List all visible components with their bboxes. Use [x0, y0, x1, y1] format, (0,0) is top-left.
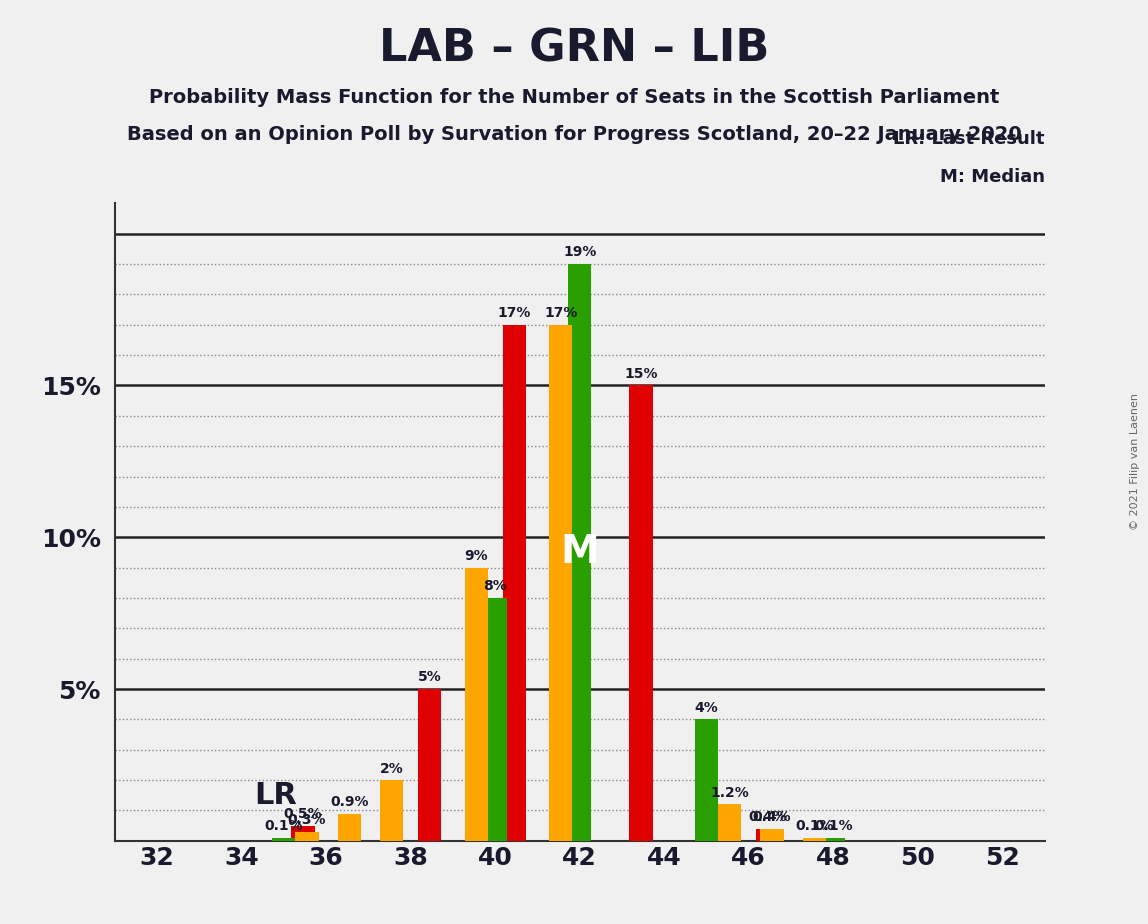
- Bar: [568, 264, 591, 841]
- Text: Probability Mass Function for the Number of Seats in the Scottish Parliament: Probability Mass Function for the Number…: [149, 88, 999, 107]
- Text: LAB – GRN – LIB: LAB – GRN – LIB: [379, 28, 769, 71]
- Bar: [272, 838, 295, 841]
- Text: LR: Last Result: LR: Last Result: [893, 130, 1045, 148]
- Text: M: Median: M: Median: [940, 168, 1045, 187]
- Text: 19%: 19%: [563, 246, 597, 260]
- Text: 0.5%: 0.5%: [284, 807, 323, 821]
- Text: 0.4%: 0.4%: [748, 810, 788, 824]
- Bar: [380, 780, 403, 841]
- Bar: [629, 385, 653, 841]
- Text: 0.3%: 0.3%: [288, 813, 326, 827]
- Text: 17%: 17%: [544, 306, 577, 321]
- Bar: [719, 805, 742, 841]
- Text: 9%: 9%: [465, 549, 488, 563]
- Bar: [418, 689, 441, 841]
- Bar: [465, 567, 488, 841]
- Text: 1.2%: 1.2%: [711, 785, 750, 800]
- Text: 0.1%: 0.1%: [796, 820, 833, 833]
- Bar: [483, 598, 506, 841]
- Text: 17%: 17%: [497, 306, 530, 321]
- Bar: [760, 829, 784, 841]
- Text: © 2021 Filip van Laenen: © 2021 Filip van Laenen: [1130, 394, 1140, 530]
- Text: 0.1%: 0.1%: [264, 820, 303, 833]
- Text: 5%: 5%: [418, 671, 442, 685]
- Text: 0.4%: 0.4%: [753, 810, 791, 824]
- Text: 8%: 8%: [483, 579, 507, 593]
- Text: 0.1%: 0.1%: [814, 820, 853, 833]
- Bar: [822, 838, 845, 841]
- Text: M: M: [560, 533, 599, 571]
- Bar: [292, 826, 315, 841]
- Bar: [549, 324, 573, 841]
- Bar: [695, 720, 719, 841]
- Bar: [295, 832, 319, 841]
- Text: 2%: 2%: [380, 761, 404, 775]
- Bar: [503, 324, 526, 841]
- Bar: [802, 838, 825, 841]
- Text: 4%: 4%: [695, 700, 719, 715]
- Text: LR: LR: [254, 782, 297, 810]
- Text: 15%: 15%: [625, 367, 658, 381]
- Text: Based on an Opinion Poll by Survation for Progress Scotland, 20–22 January 2020: Based on an Opinion Poll by Survation fo…: [126, 125, 1022, 144]
- Bar: [757, 829, 779, 841]
- Bar: [338, 813, 360, 841]
- Text: 0.9%: 0.9%: [331, 795, 369, 809]
